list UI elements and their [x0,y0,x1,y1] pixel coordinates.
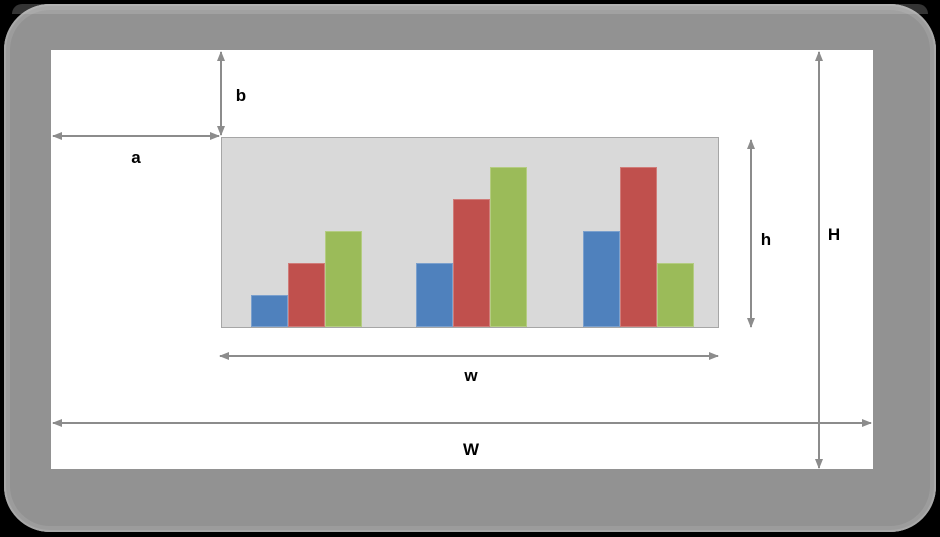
bar-3-category-3 [657,263,694,327]
bar-2-category-3 [620,167,657,327]
bar-3-category-2 [490,167,527,327]
bar-1-category-3 [583,231,620,327]
bar-1-category-2 [416,263,453,327]
bar-2-category-2 [453,199,490,327]
label-W: W [462,440,480,459]
bar-3-category-1 [325,231,362,327]
frame-highlight [12,4,928,14]
label-b: b [235,86,247,105]
label-h: h [760,230,772,249]
label-w: w [464,366,478,385]
label-a: a [131,148,141,167]
bar-1-category-1 [251,295,288,327]
bar-2-category-1 [288,263,325,327]
label-H: H [827,225,841,244]
plot-area [221,137,719,328]
